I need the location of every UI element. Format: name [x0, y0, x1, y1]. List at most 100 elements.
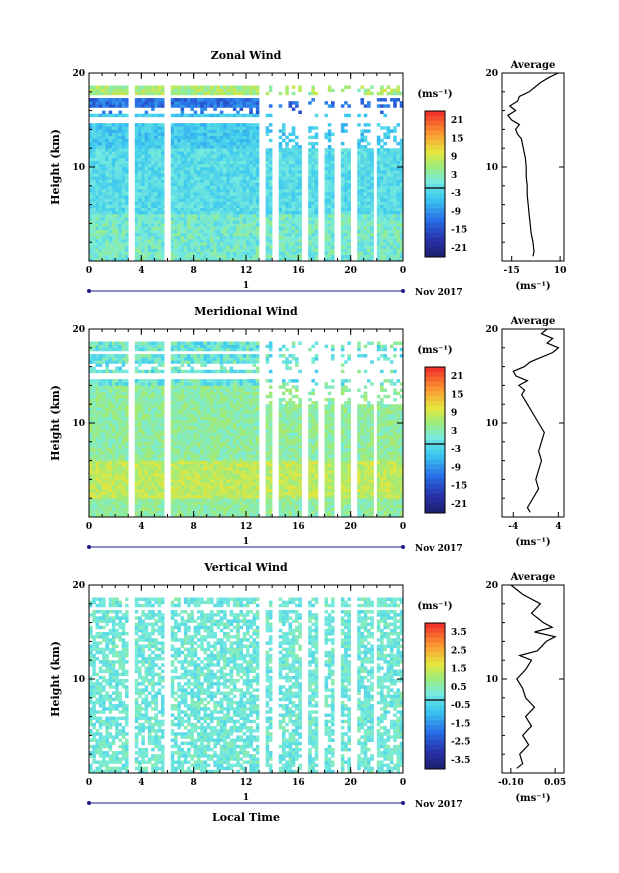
heatmap-cell [291, 254, 296, 259]
heatmap-cell [102, 354, 106, 358]
heatmap-cell [170, 113, 175, 118]
heatmap-cell [124, 135, 129, 140]
heatmap-cell [308, 239, 312, 243]
heatmap-cell [249, 239, 253, 243]
heatmap-cell [180, 195, 185, 199]
heatmap-cell [363, 145, 368, 149]
heatmap-cell [102, 220, 106, 224]
heatmap-cell [357, 232, 361, 237]
heatmap-cell [170, 217, 175, 221]
heatmap-cell [324, 220, 329, 224]
heatmap-cell [98, 435, 103, 439]
heatmap-cell [121, 113, 126, 118]
heatmap-cell [134, 488, 139, 493]
heatmap-cell [154, 157, 158, 162]
heatmap-cell [278, 226, 283, 230]
heatmap-cell [174, 141, 178, 146]
heatmap-cell [157, 192, 162, 196]
heatmap-cell [138, 495, 142, 499]
heatmap-cell [134, 245, 139, 249]
heatmap-cell [92, 245, 96, 249]
heatmap-cell [170, 126, 175, 130]
heatmap-cell [327, 226, 332, 230]
heatmap-cell [213, 245, 217, 249]
heatmap-cell [89, 207, 93, 212]
heatmap-cell [203, 176, 208, 180]
heatmap-cell [174, 145, 178, 149]
heatmap-cell [111, 132, 116, 136]
heatmap-cell [147, 354, 152, 358]
heatmap-cell [108, 476, 113, 480]
heatmap-cell [118, 188, 123, 193]
heatmap-cell [363, 182, 368, 187]
heatmap-cell [154, 448, 158, 452]
heatmap-cell [108, 123, 113, 127]
heatmap-cell [311, 204, 315, 209]
heatmap-cell [151, 235, 155, 240]
heatmap-cell [311, 198, 315, 202]
heatmap-cell [157, 198, 162, 202]
heatmap-cell [121, 248, 126, 252]
heatmap-cell [154, 341, 158, 345]
heatmap-cell [95, 513, 100, 518]
heatmap-cell [151, 482, 155, 486]
heatmap-cell [216, 138, 221, 143]
heatmap-cell [134, 410, 139, 414]
heatmap-cell [151, 397, 155, 402]
heatmap-cell [92, 85, 96, 89]
heatmap-cell [89, 229, 93, 234]
heatmap-cell [265, 179, 270, 183]
heatmap-cell [223, 220, 227, 224]
heatmap-cell [118, 466, 123, 471]
heatmap-cell [151, 198, 155, 202]
heatmap-cell [206, 104, 211, 108]
heatmap-cell [308, 148, 312, 152]
heatmap-cell [331, 182, 335, 187]
heatmap-cell [393, 179, 397, 183]
heatmap-cell [242, 135, 247, 140]
heatmap-cell [327, 138, 332, 143]
heatmap-cell [89, 510, 93, 515]
heatmap-cell [111, 357, 116, 361]
heatmap-cell [144, 182, 149, 187]
heatmap-cell [291, 223, 296, 227]
heatmap-cell [134, 217, 139, 221]
heatmap-cell [252, 198, 257, 202]
heatmap-cell [154, 429, 158, 433]
heatmap-cell [203, 204, 208, 209]
heatmap-cell [331, 242, 335, 246]
heatmap-cell [89, 242, 93, 246]
heatmap-cell [357, 242, 361, 246]
heatmap-cell [383, 179, 387, 183]
heatmap-cell [154, 185, 158, 190]
heatmap-cell [102, 482, 106, 486]
heatmap-cell [389, 148, 394, 152]
heatmap-cell [249, 257, 253, 262]
heatmap-cell [118, 438, 123, 443]
heatmap-cell [89, 151, 93, 155]
heatmap-cell [95, 397, 100, 402]
heatmap-cell [121, 391, 126, 396]
heatmap-cell [249, 170, 253, 174]
date-bar-end [401, 289, 405, 293]
heatmap-cell [121, 385, 126, 389]
heatmap-cell [89, 423, 93, 427]
heatmap-cell [151, 88, 155, 93]
heatmap-cell [121, 394, 126, 399]
heatmap-cell [187, 104, 191, 108]
heatmap-cell [118, 485, 123, 490]
heatmap-cell [223, 207, 227, 212]
heatmap-cell [95, 248, 100, 252]
heatmap-cell [147, 501, 152, 505]
heatmap-cell [134, 366, 139, 371]
heatmap-cell [95, 242, 100, 246]
heatmap-cell [386, 163, 391, 168]
heatmap-cell [376, 229, 381, 234]
heatmap-cell [95, 220, 100, 224]
heatmap-cell [239, 91, 244, 96]
heatmap-cell [108, 357, 113, 361]
heatmap-cell [98, 432, 103, 436]
heatmap-cell [281, 210, 286, 215]
heatmap-cell [255, 91, 260, 96]
heatmap-cell [147, 113, 152, 118]
